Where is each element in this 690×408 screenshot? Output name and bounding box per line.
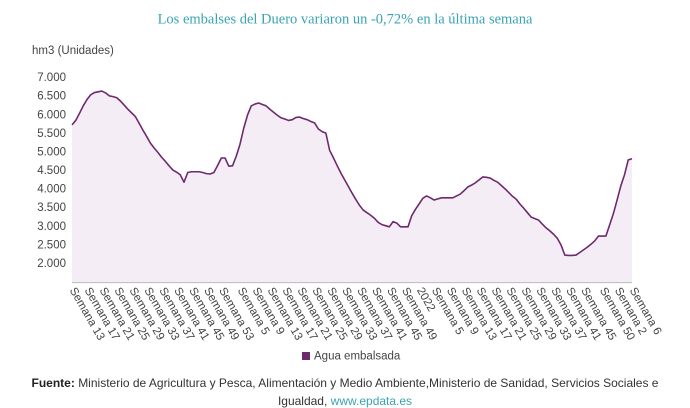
- source-text: Ministerio de Agricultura y Pesca, Alime…: [78, 376, 659, 408]
- y-tick-label: 6.500: [37, 91, 66, 103]
- source-link[interactable]: www.epdata.es: [330, 394, 413, 408]
- legend-label: Agua embalsada: [314, 351, 401, 363]
- y-tick-label: 5.500: [37, 128, 66, 140]
- legend-swatch: [302, 352, 310, 360]
- y-axis-label: hm3 (Unidades): [32, 45, 114, 57]
- y-tick-label: 3.000: [37, 221, 66, 233]
- chart: Los embalses del Duero variaron un -0,72…: [32, 11, 663, 363]
- y-tick-label: 4.000: [37, 184, 66, 196]
- chart-title: Los embalses del Duero variaron un -0,72…: [158, 11, 533, 27]
- y-tick-label: 3.500: [37, 202, 66, 214]
- y-tick-label: 4.500: [37, 165, 66, 177]
- source-label: Fuente:: [31, 376, 75, 390]
- y-tick-label: 2.500: [37, 239, 66, 251]
- line: [71, 90, 633, 257]
- y-tick-label: 6.000: [37, 109, 66, 121]
- footer: Fuente: Ministerio de Agricultura y Pesc…: [30, 374, 660, 408]
- y-tick-label: 2.000: [37, 258, 66, 270]
- y-tick-label: 5.000: [37, 146, 66, 158]
- area-fill: [72, 91, 632, 283]
- y-tick-label: 7.000: [37, 72, 66, 84]
